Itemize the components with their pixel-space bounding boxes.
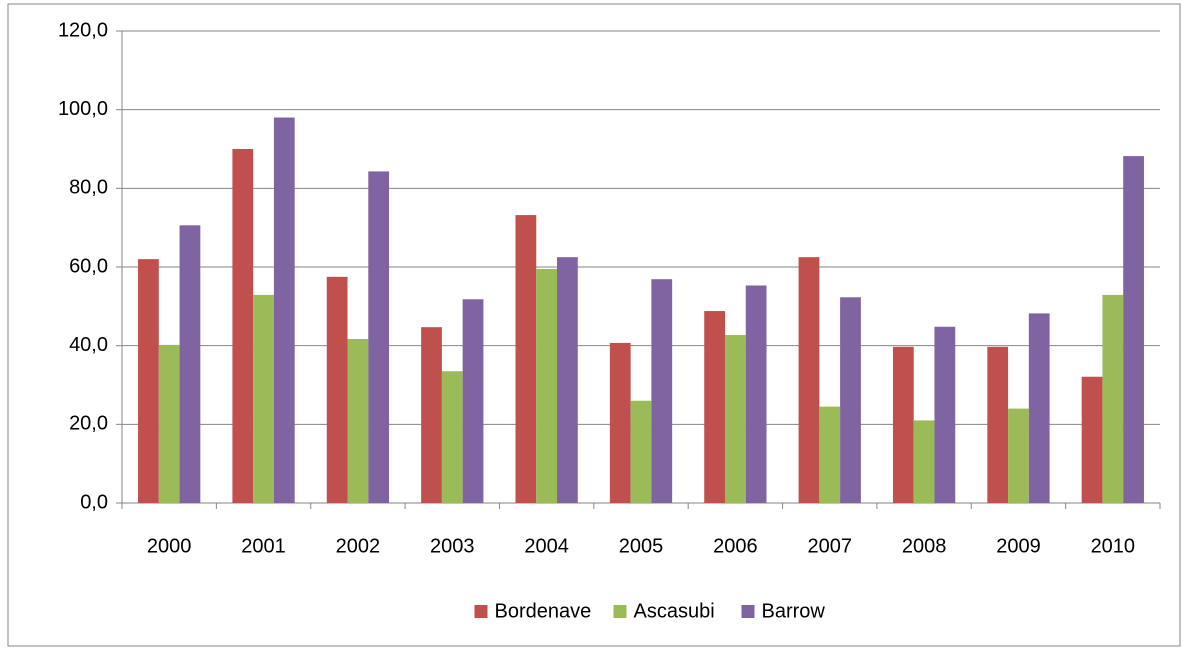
bar bbox=[798, 257, 820, 503]
legend-swatch bbox=[741, 605, 755, 618]
bar bbox=[179, 225, 201, 503]
bar bbox=[138, 259, 159, 503]
bar bbox=[326, 276, 348, 503]
y-tick-label: 40,0 bbox=[69, 334, 108, 356]
legend-label: Ascasubi bbox=[634, 600, 715, 622]
bar bbox=[1008, 408, 1029, 503]
bar bbox=[557, 257, 578, 503]
y-tick-label: 60,0 bbox=[69, 255, 108, 277]
bar bbox=[536, 268, 558, 503]
bar bbox=[253, 294, 274, 503]
legend-label: Barrow bbox=[762, 600, 826, 622]
y-tick-label: 0,0 bbox=[80, 491, 108, 513]
y-tick-label: 100,0 bbox=[58, 98, 108, 120]
x-tick-label: 2000 bbox=[147, 535, 192, 557]
bar bbox=[934, 326, 956, 503]
bar bbox=[987, 346, 1009, 503]
x-tick-label: 2004 bbox=[524, 535, 569, 557]
bar bbox=[609, 342, 631, 503]
x-tick-label: 2006 bbox=[713, 535, 758, 557]
bar bbox=[421, 327, 442, 503]
bar bbox=[368, 171, 390, 504]
bar bbox=[232, 149, 254, 503]
bar bbox=[1081, 376, 1103, 503]
x-tick-label: 2003 bbox=[430, 535, 475, 557]
bar bbox=[630, 400, 652, 503]
bar bbox=[892, 346, 914, 503]
chart-border bbox=[7, 3, 1181, 647]
x-tick-label: 2008 bbox=[902, 535, 947, 557]
x-tick-label: 2005 bbox=[619, 535, 664, 557]
bar bbox=[441, 371, 463, 503]
x-tick-label: 2007 bbox=[807, 535, 852, 557]
bar bbox=[158, 344, 180, 503]
bar bbox=[273, 117, 295, 504]
bar bbox=[819, 406, 841, 503]
bar bbox=[704, 311, 725, 503]
y-tick-label: 20,0 bbox=[69, 413, 108, 435]
bar bbox=[515, 215, 537, 503]
bar bbox=[1028, 313, 1050, 503]
bar bbox=[913, 420, 935, 503]
bar bbox=[347, 338, 369, 503]
x-tick-label: 2010 bbox=[1091, 535, 1136, 557]
bar bbox=[462, 299, 484, 503]
bar bbox=[840, 297, 861, 503]
legend-swatch bbox=[474, 605, 488, 618]
bar bbox=[1123, 156, 1144, 503]
x-tick-label: 2002 bbox=[336, 535, 381, 557]
bar bbox=[651, 279, 673, 503]
bar bbox=[724, 335, 746, 503]
legend-swatch bbox=[613, 605, 627, 618]
bar bbox=[1102, 294, 1124, 503]
x-tick-label: 2001 bbox=[241, 535, 286, 557]
y-tick-label: 80,0 bbox=[69, 177, 108, 199]
x-tick-label: 2009 bbox=[996, 535, 1041, 557]
y-tick-label: 120,0 bbox=[58, 19, 108, 41]
legend-label: Bordenave bbox=[495, 600, 592, 622]
bar bbox=[745, 285, 767, 503]
